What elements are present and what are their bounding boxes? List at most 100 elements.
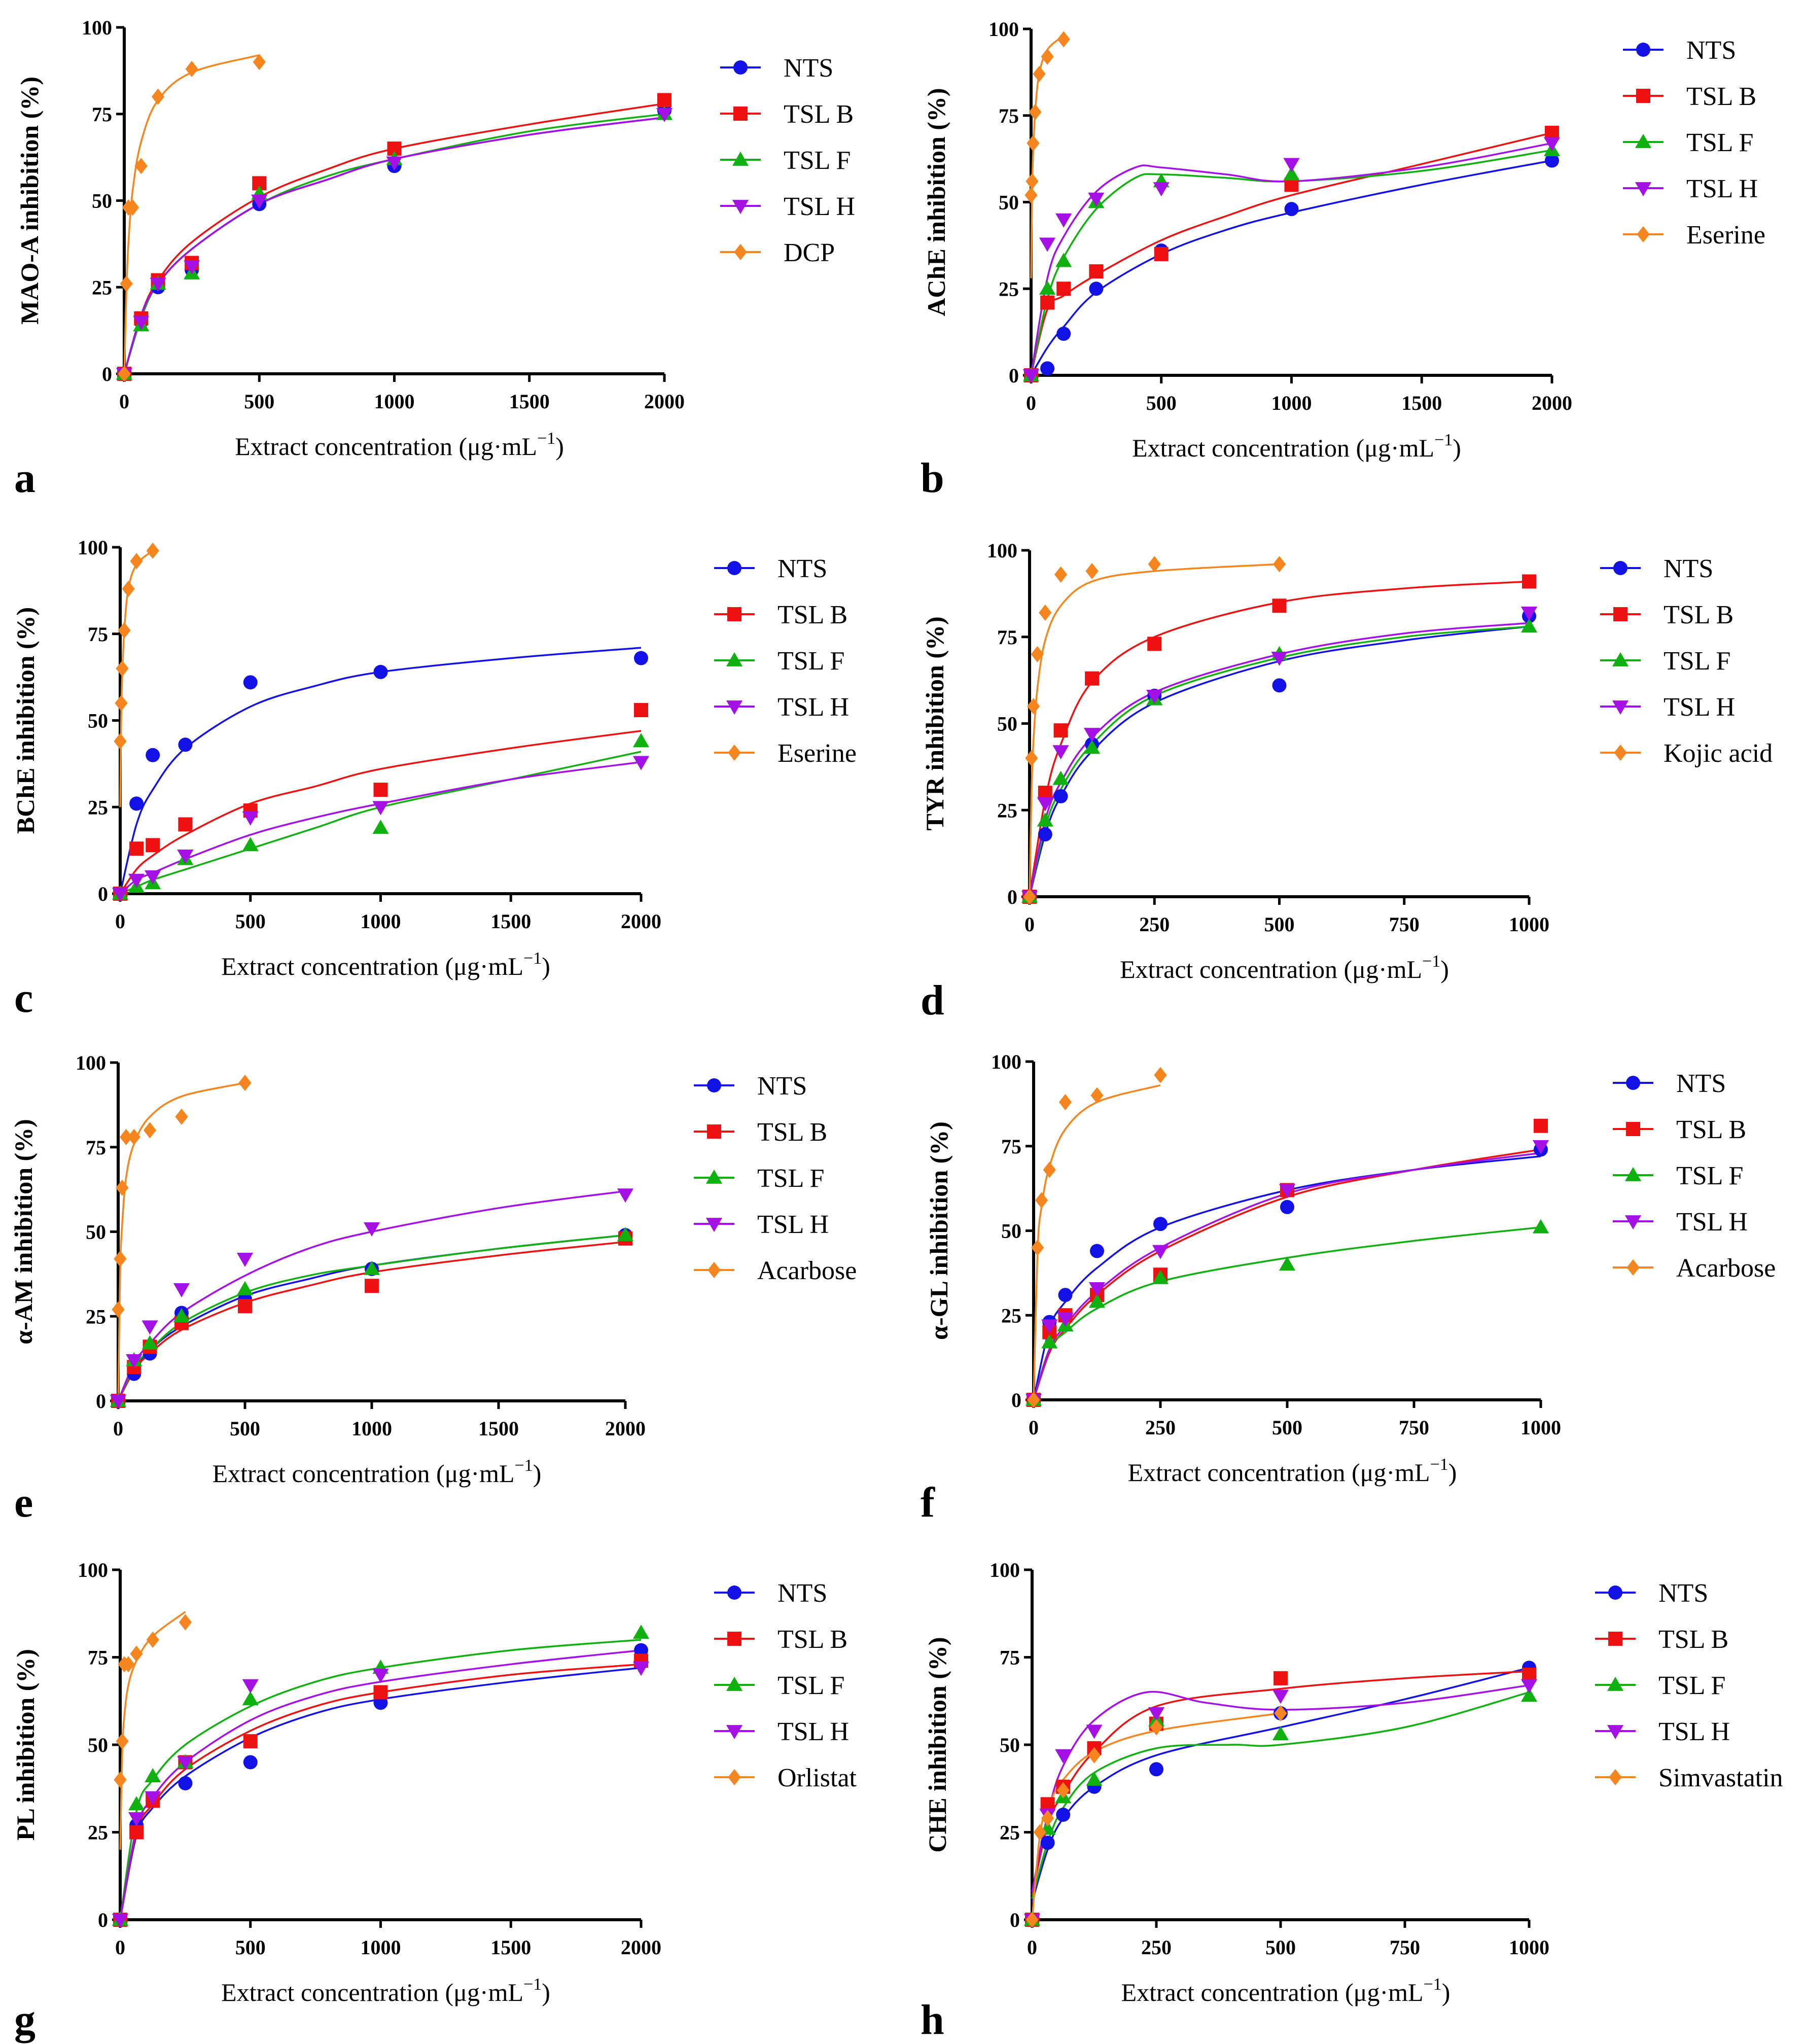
x-tick-label: 1000: [351, 1417, 392, 1440]
data-point-tsl-f: [142, 1335, 158, 1350]
triangle-down-marker: [1612, 700, 1629, 715]
data-point-dcp: [151, 88, 165, 105]
data-point-dcp: [185, 60, 198, 78]
y-tick-label: 50: [88, 710, 108, 732]
data-point-nts: [243, 675, 258, 690]
x-axis-title: Extract concentration (μg·mL−1): [221, 949, 550, 980]
data-point-simvastatin: [1150, 1719, 1163, 1736]
fit-curve-tsl-h: [1030, 142, 1552, 376]
data-point-tsl-h: [1520, 1679, 1538, 1694]
data-point-eserine: [130, 553, 143, 570]
data-point-tsl-b: [129, 1825, 144, 1840]
panel-letter: a: [14, 454, 36, 502]
x-tick-label: 500: [235, 1936, 266, 1959]
data-point-nts: [1038, 827, 1052, 842]
data-point-tsl-h: [1153, 182, 1170, 197]
y-tick-label: 25: [997, 799, 1017, 822]
x-axis-title: Extract concentration (μg·mL−1): [221, 1975, 550, 2006]
data-point-tsl-h: [1283, 158, 1300, 172]
panel-letter: e: [14, 1479, 33, 1526]
x-axis-title-suffix: ): [555, 432, 564, 461]
data-point-tsl-h: [142, 1320, 158, 1335]
data-point-tsl-b: [1053, 723, 1068, 738]
x-axis-title-text: Extract concentration (μg·mL: [221, 1978, 523, 2006]
data-point-simvastatin: [1033, 1824, 1046, 1841]
square-marker: [1608, 1632, 1622, 1646]
x-axis-title-suffix: ): [542, 1978, 550, 2006]
data-point-acarbose: [114, 1250, 127, 1267]
data-point-orlistat: [122, 1656, 135, 1673]
data-point-tsl-f: [1283, 166, 1300, 181]
triangle-down-marker: [1607, 1725, 1624, 1740]
triangle-marker: [732, 151, 749, 166]
data-point-tsl-b: [1040, 295, 1055, 310]
legend-label: TSL B: [777, 1625, 847, 1654]
data-point-tsl-h: [236, 1252, 254, 1267]
x-axis-title-suffix: ): [1448, 1458, 1457, 1487]
square-marker: [1636, 89, 1650, 103]
data-point-tsl-f: [372, 820, 389, 834]
data-point-tsl-h: [150, 277, 166, 292]
data-point-tsl-h: [1279, 1184, 1296, 1199]
data-point-tsl-f: [1272, 1726, 1289, 1741]
data-point-tsl-h: [126, 1354, 143, 1369]
data-point-tsl-f: [1520, 618, 1538, 633]
x-tick-label: 0: [115, 910, 125, 933]
y-tick-label: 0: [98, 883, 108, 905]
data-point-tsl-h: [632, 756, 650, 770]
diamond-marker: [1609, 1769, 1622, 1786]
square-marker: [1613, 607, 1628, 621]
triangle-marker: [1635, 133, 1652, 148]
diamond-marker: [734, 243, 747, 261]
data-point-tsl-h: [1084, 728, 1101, 743]
data-point-nts: [1089, 281, 1104, 296]
legend-label: NTS: [1658, 1579, 1708, 1608]
data-point-tsl-f: [242, 1691, 259, 1706]
y-tick-label: 100: [82, 16, 112, 39]
x-tick-label: 750: [1389, 913, 1420, 936]
data-point-tsl-h: [1088, 1282, 1106, 1296]
data-point-tsl-h: [1022, 369, 1040, 384]
legend-label: TSL F: [777, 647, 844, 676]
y-tick-label: 100: [78, 1559, 108, 1581]
x-axis-title: Extract concentration (μg·mL−1): [1132, 431, 1461, 462]
data-point-nts: [1149, 1762, 1163, 1777]
x-tick-label: 1000: [1271, 392, 1312, 414]
legend-label: NTS: [777, 1579, 827, 1608]
x-axis-title: Extract concentration (μg·mL−1): [1128, 1455, 1457, 1487]
x-tick-label: 1500: [490, 910, 531, 933]
data-point-tsl-f: [1055, 253, 1072, 267]
data-point-nts: [1272, 678, 1287, 693]
data-point-tsl-h: [1086, 1724, 1103, 1739]
data-point-nts: [1545, 153, 1559, 168]
y-axis-title: TYR inhibition (%): [921, 616, 949, 830]
data-point-kojic-acid: [1027, 698, 1040, 715]
triangle-marker: [705, 1169, 723, 1184]
data-point-dcp: [118, 365, 131, 382]
triangle-down-marker: [705, 1218, 723, 1232]
data-point-nts: [1280, 1200, 1294, 1214]
x-tick-label: 1500: [490, 1936, 531, 1959]
square-marker: [727, 1632, 741, 1646]
legend-label: NTS: [1686, 36, 1736, 65]
data-point-tsl-f: [1279, 1256, 1296, 1271]
data-point-tsl-b: [657, 93, 671, 108]
data-point-tsl-f: [617, 1227, 634, 1242]
y-tick-label: 50: [1001, 1220, 1021, 1243]
data-point-tsl-h: [177, 849, 194, 864]
data-point-eserine: [1027, 135, 1040, 152]
data-point-tsl-h: [128, 873, 145, 888]
data-point-acarbose: [1058, 1094, 1072, 1111]
data-point-simvastatin: [1274, 1705, 1287, 1721]
data-point-tsl-f: [1152, 1270, 1169, 1284]
fit-curve-tsl-b: [119, 730, 642, 894]
data-point-tsl-b: [1534, 1118, 1548, 1133]
legend-label: TSL H: [1676, 1208, 1748, 1237]
legend-label: TSL H: [757, 1210, 829, 1239]
data-point-tsl-h: [1055, 1749, 1072, 1764]
legend-label: TSL F: [1676, 1161, 1743, 1190]
panel-letter: h: [921, 1996, 944, 2043]
x-tick-label: 2000: [605, 1417, 646, 1440]
